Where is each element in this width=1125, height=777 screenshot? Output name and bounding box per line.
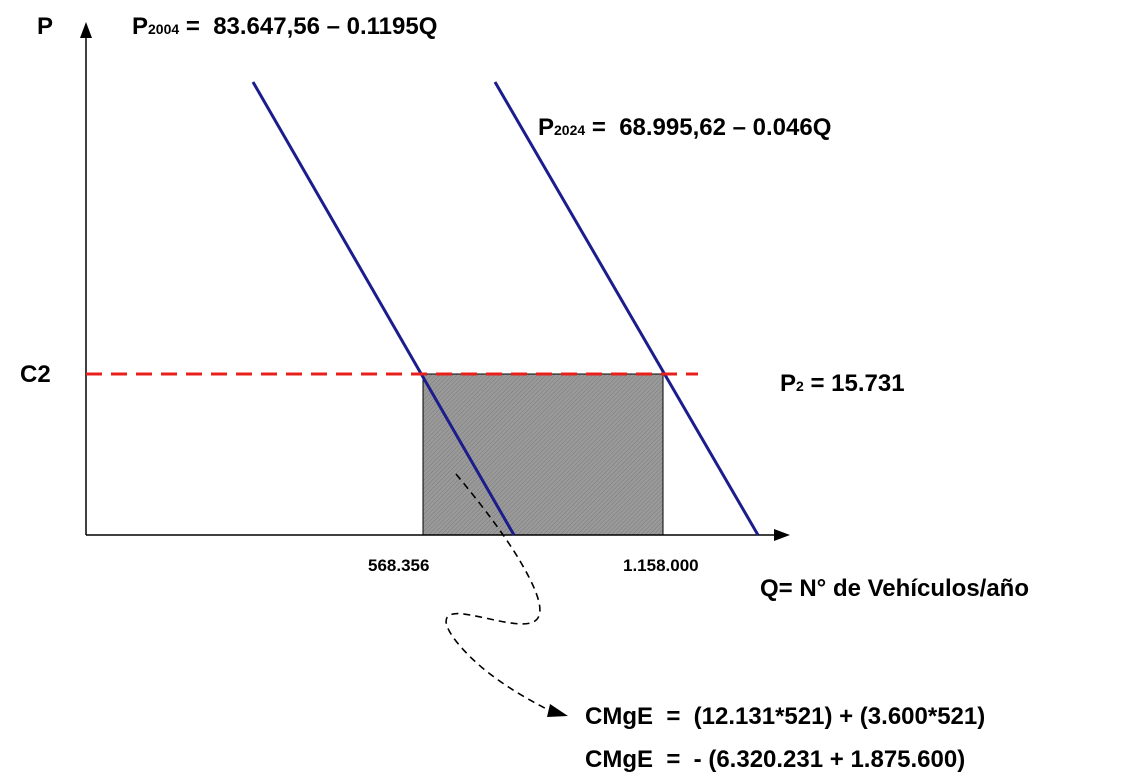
formula-line-1: CMgE = (12.131*521) + (3.600*521) — [585, 703, 985, 730]
price-left-label: C2 — [20, 361, 51, 388]
y-axis-label: P — [37, 13, 53, 40]
demand-curve-2004 — [251, 81, 516, 536]
demand-curve-2024 — [493, 81, 760, 536]
pointer-arrowhead — [547, 704, 568, 717]
curve-2024-label: P2024 = 68.995,62 – 0.046Q — [538, 114, 831, 141]
tick-q1: 568.356 — [368, 556, 429, 575]
price-right-prefix: P — [780, 370, 796, 397]
price-right-sub: 2 — [796, 378, 804, 394]
formula-line-2: CMgE = - (6.320.231 + 1.875.600) — [585, 746, 965, 773]
curve-2024-prefix: P — [538, 114, 554, 141]
tick-q2: 1.158.000 — [623, 556, 699, 575]
x-axis-label: Q= N° de Vehículos/año — [760, 575, 1029, 602]
curve-2004-sub: 2004 — [148, 21, 179, 37]
curve-2004-label: P2004 = 83.647,56 – 0.1195Q — [132, 13, 437, 40]
y-axis-arrow — [80, 22, 92, 38]
curve-2004-equation: = 83.647,56 – 0.1195Q — [179, 13, 437, 40]
curve-2024-sub: 2024 — [554, 122, 585, 138]
curve-2024-equation: = 68.995,62 – 0.046Q — [585, 114, 831, 141]
price-right-label: P2 = 15.731 — [780, 370, 905, 397]
x-axis-arrow — [774, 529, 790, 541]
curve-2004-prefix: P — [132, 13, 148, 40]
price-right-value: = 15.731 — [804, 370, 905, 397]
shaded-area — [422, 373, 664, 536]
pointer-dashed-curve — [445, 473, 553, 713]
